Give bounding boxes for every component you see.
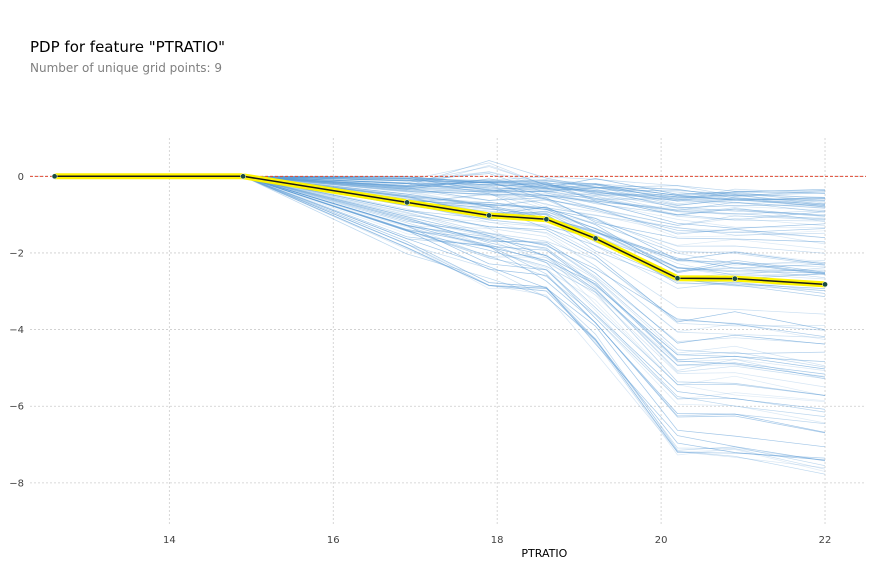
ice-line: [54, 175, 826, 238]
pdp-point: [822, 281, 828, 288]
x-tick-label: 22: [819, 535, 832, 546]
y-tick-label: −8: [9, 478, 24, 489]
ice-line: [54, 175, 826, 461]
ice-line: [54, 175, 826, 396]
ice-line: [54, 175, 826, 375]
ice-line: [54, 175, 826, 380]
ice-line: [54, 175, 826, 402]
pdp-point: [404, 199, 410, 206]
ice-line: [54, 175, 826, 448]
x-axis-label: PTRATIO: [521, 547, 567, 560]
pdp-point: [543, 216, 550, 223]
ice-line: [54, 175, 826, 472]
ice-line: [54, 175, 826, 380]
ice-line: [54, 175, 826, 266]
pdp-point: [592, 235, 599, 242]
ice-line: [54, 175, 826, 434]
x-tick-label: 18: [491, 535, 504, 546]
ice-line: [54, 175, 826, 413]
ice-line: [54, 175, 826, 402]
pdp-point: [51, 173, 58, 180]
x-tick-label: 16: [327, 535, 340, 546]
ice-line: [54, 175, 826, 378]
ice-line: [54, 175, 826, 388]
ice-line: [54, 175, 826, 396]
ice-line: [54, 175, 826, 213]
pdp-point: [240, 173, 246, 180]
ice-line: [54, 175, 826, 475]
ice-line: [54, 175, 826, 243]
ice-line: [54, 175, 826, 469]
ice-line: [54, 175, 826, 209]
ice-line: [54, 175, 826, 461]
ice-line: [54, 175, 826, 250]
y-tick-label: −6: [9, 402, 24, 413]
chart-title: PDP for feature "PTRATIO": [30, 38, 226, 56]
ice-line: [54, 175, 826, 208]
ice-line: [54, 175, 826, 433]
ice-line: [54, 175, 826, 371]
pdp-point: [674, 275, 681, 282]
ice-line: [54, 175, 826, 424]
pdp-point: [486, 212, 492, 219]
ice-line: [54, 175, 826, 226]
ice-line: [54, 175, 826, 206]
ice-line: [54, 175, 826, 338]
ice-line: [54, 175, 826, 239]
ice-line: [54, 175, 826, 370]
y-tick-label: −2: [9, 248, 24, 259]
ice-line: [54, 175, 826, 368]
ice-line: [54, 175, 826, 345]
ice-line: [54, 175, 826, 207]
ice-line: [54, 175, 826, 202]
ice-line: [54, 175, 826, 205]
y-tick-label: 0: [18, 172, 24, 183]
x-tick-label: 14: [163, 535, 176, 546]
ice-line: [54, 175, 826, 345]
chart-subtitle: Number of unique grid points: 9: [30, 61, 223, 75]
ice-line: [54, 160, 826, 192]
x-tick-label: 20: [655, 535, 668, 546]
ice-line: [54, 175, 826, 197]
ice-line: [54, 175, 826, 208]
tick-labels: 14 16 18 20 22 0 −2 −4 −6 −8: [9, 172, 831, 546]
ice-line: [54, 175, 826, 266]
ice-line: [54, 175, 826, 367]
ice-line: [54, 175, 826, 195]
ice-line: [54, 175, 826, 199]
ice-line: [54, 175, 826, 217]
ice-line: [54, 175, 826, 327]
pdp-point: [732, 275, 738, 282]
ice-line: [54, 175, 826, 331]
ice-line: [54, 175, 826, 226]
ice-line: [54, 175, 826, 397]
y-tick-label: −4: [9, 325, 24, 336]
pdp-line-group: [51, 173, 828, 288]
ice-line: [54, 175, 826, 462]
ice-line: [54, 175, 826, 238]
ice-lines: [54, 160, 826, 475]
ice-line: [54, 175, 826, 470]
